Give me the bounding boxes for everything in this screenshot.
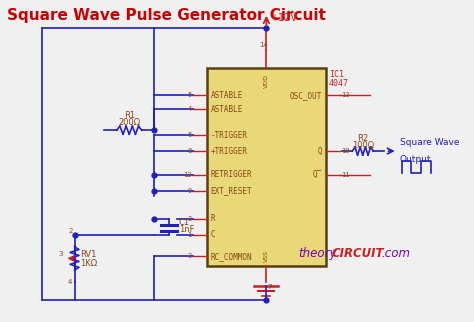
Text: Q̅: Q̅ [313, 170, 322, 179]
Text: CIRCUIT: CIRCUIT [332, 247, 384, 260]
Text: 200Ω: 200Ω [118, 118, 140, 127]
Text: +12V: +12V [270, 13, 297, 23]
Text: 7: 7 [267, 284, 272, 290]
Text: 11: 11 [341, 172, 349, 178]
Text: 4: 4 [68, 279, 73, 285]
Text: C: C [211, 230, 215, 239]
Text: 100Ω: 100Ω [352, 141, 374, 150]
Text: 8: 8 [188, 148, 192, 154]
Text: 10: 10 [341, 148, 349, 154]
Text: 12: 12 [183, 172, 192, 178]
Text: C1: C1 [179, 218, 190, 227]
Text: 4047: 4047 [329, 80, 349, 89]
Text: 2: 2 [68, 228, 73, 233]
Text: R: R [211, 214, 215, 223]
Text: 3: 3 [188, 253, 192, 260]
Text: 1KΩ: 1KΩ [81, 259, 98, 268]
Text: Square Wave: Square Wave [400, 138, 459, 147]
Text: RV1: RV1 [81, 250, 97, 259]
Text: 6: 6 [188, 132, 192, 138]
Text: RETRIGGER: RETRIGGER [211, 170, 252, 179]
Text: OSC_OUT: OSC_OUT [290, 91, 322, 100]
Text: R1: R1 [124, 111, 135, 120]
Text: theory: theory [298, 247, 337, 260]
Text: VSS: VSS [264, 251, 269, 262]
Text: RC_COMMON: RC_COMMON [211, 252, 252, 261]
Text: -TRIGGER: -TRIGGER [211, 131, 248, 140]
Text: 1nF: 1nF [179, 225, 194, 234]
Text: Square Wave Pulse Generator Circuit: Square Wave Pulse Generator Circuit [7, 8, 326, 23]
Text: 5: 5 [188, 92, 192, 99]
Text: 13: 13 [341, 92, 349, 99]
Text: EXT_RESET: EXT_RESET [211, 186, 252, 195]
Text: 1: 1 [188, 232, 192, 238]
Text: IC1: IC1 [329, 70, 344, 79]
Text: 9: 9 [188, 188, 192, 194]
Text: Q: Q [318, 147, 322, 156]
Text: ASTABLE: ASTABLE [211, 105, 243, 114]
Text: +TRIGGER: +TRIGGER [211, 147, 248, 156]
Text: 3: 3 [58, 251, 63, 257]
Text: 4: 4 [188, 106, 192, 112]
Text: VDD: VDD [264, 73, 269, 88]
Text: 14: 14 [259, 42, 268, 48]
Text: 2: 2 [188, 216, 192, 222]
Bar [207, 68, 326, 266]
Text: ASTABLE: ASTABLE [211, 91, 243, 100]
Text: Output: Output [400, 155, 431, 164]
Text: R2: R2 [357, 134, 368, 143]
Text: .com: .com [382, 247, 410, 260]
